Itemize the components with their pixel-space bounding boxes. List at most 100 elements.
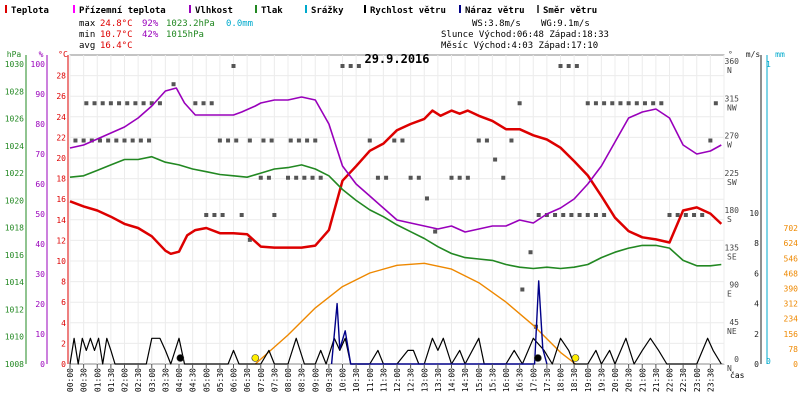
sun-moon-markers	[176, 354, 580, 362]
legend-label: Srážky	[311, 6, 344, 16]
x-axis-label: čas	[730, 370, 745, 380]
moonset-marker	[534, 354, 542, 362]
wind-unit: m/s	[746, 50, 761, 59]
direction-label: SE	[727, 252, 737, 261]
direction-point	[517, 101, 522, 106]
direction-point	[234, 138, 239, 143]
temp-tick: 16	[56, 195, 66, 204]
direction-tick: 360	[725, 57, 740, 66]
temp-tick: 2	[61, 339, 66, 348]
direction-point	[272, 213, 277, 217]
x-tick-label: 08:00	[284, 368, 293, 392]
direction-point	[433, 229, 438, 234]
x-tick-label: 04:30	[189, 368, 198, 392]
direction-point	[157, 101, 162, 106]
direction-tick: 90	[729, 281, 739, 290]
x-tick-label: 04:00	[175, 368, 184, 392]
x-tick-label: 22:00	[666, 368, 675, 392]
legend: Teplota Přízemní teplota Vlhkost Tlak Srážky…	[5, 5, 597, 16]
legend-label: Vlhkost	[195, 6, 233, 16]
x-tick-label: 01:00	[93, 368, 102, 392]
direction-point	[89, 138, 94, 143]
x-tick-label: 14:30	[461, 368, 470, 392]
humidity-tick: 70	[35, 150, 45, 159]
legend-label: Směr větru	[543, 5, 597, 16]
x-tick-label: 15:00	[475, 368, 484, 392]
humidity-tick: 20	[35, 300, 45, 309]
direction-point	[520, 287, 525, 292]
direction-point	[618, 101, 623, 106]
direction-point	[642, 101, 647, 106]
temp-tick: 6	[61, 298, 66, 307]
solar-tick: 624	[784, 239, 799, 248]
solar-tick: 0	[793, 360, 798, 369]
legend-label: Tlak	[261, 6, 283, 16]
wind-direction-dots	[73, 64, 718, 329]
direction-point	[457, 175, 462, 180]
temp-tick: 14	[56, 216, 66, 225]
legend-label: Teplota	[11, 6, 49, 16]
chart-title: 29.9.2016	[364, 52, 429, 66]
direction-point	[626, 101, 631, 106]
direction-point	[92, 101, 97, 106]
stat-min-hum: 42%	[142, 30, 159, 40]
direction-point	[133, 101, 138, 106]
direction-point	[340, 64, 345, 68]
stat-avg-temp: 16.4°C	[100, 41, 133, 51]
series-line-solar	[254, 262, 576, 365]
direction-point	[651, 101, 656, 106]
direction-point	[313, 138, 318, 143]
x-tick-label: 18:00	[557, 368, 566, 392]
direction-point	[713, 101, 718, 106]
direction-point	[294, 175, 299, 180]
wind-tick: 4	[754, 300, 759, 309]
direction-point	[553, 213, 558, 217]
series-line-rychlost-větru	[69, 337, 722, 365]
solar-tick: 312	[784, 300, 799, 309]
direction-point	[209, 101, 214, 106]
x-tick-label: 05:30	[216, 368, 225, 392]
humidity-tick: 60	[35, 180, 45, 189]
direction-point	[566, 64, 571, 68]
temp-tick: 8	[61, 278, 66, 287]
temp-tick: 10	[56, 257, 66, 266]
series-line-tlak	[69, 155, 722, 270]
pressure-tick: 1026	[5, 115, 24, 124]
humidity-tick: 100	[31, 60, 46, 69]
direction-point	[593, 213, 598, 217]
pressure-tick: 1028	[5, 87, 24, 96]
temp-tick: 22	[56, 133, 66, 142]
direction-point	[261, 138, 266, 143]
direction-point	[384, 175, 389, 180]
direction-point	[149, 101, 154, 106]
pressure-tick: 1024	[5, 142, 24, 151]
direction-point	[708, 138, 713, 143]
direction-point	[501, 175, 506, 180]
x-tick-label: 03:30	[161, 368, 170, 392]
stat-min-temp: 10.7°C	[100, 30, 133, 40]
direction-point	[84, 101, 89, 106]
sun-times: Slunce Východ:06:48 Západ:18:33	[441, 30, 609, 40]
direction-point	[348, 64, 353, 68]
ws-value: WS:3.8m/s	[472, 19, 521, 29]
direction-point	[558, 64, 563, 68]
x-tick-label: 03:00	[148, 368, 157, 392]
direction-point	[675, 213, 680, 217]
pressure-tick: 1018	[5, 224, 24, 233]
temp-tick: 28	[56, 72, 66, 81]
direction-point	[239, 213, 244, 217]
direction-point	[302, 175, 307, 180]
direction-point	[356, 64, 361, 68]
direction-point	[667, 213, 672, 217]
direction-point	[288, 138, 293, 143]
sun-block: WS:3.8m/s WG:9.1m/s Slunce Východ:06:48 …	[441, 19, 609, 51]
direction-point	[493, 157, 498, 162]
x-tick-label: 12:00	[393, 368, 402, 392]
x-tick-label: 19:00	[584, 368, 593, 392]
stat-min-label: min	[79, 30, 95, 40]
direction-point	[593, 101, 598, 106]
direction-point	[217, 138, 222, 143]
temp-tick: 26	[56, 92, 66, 101]
direction-point	[692, 213, 697, 217]
